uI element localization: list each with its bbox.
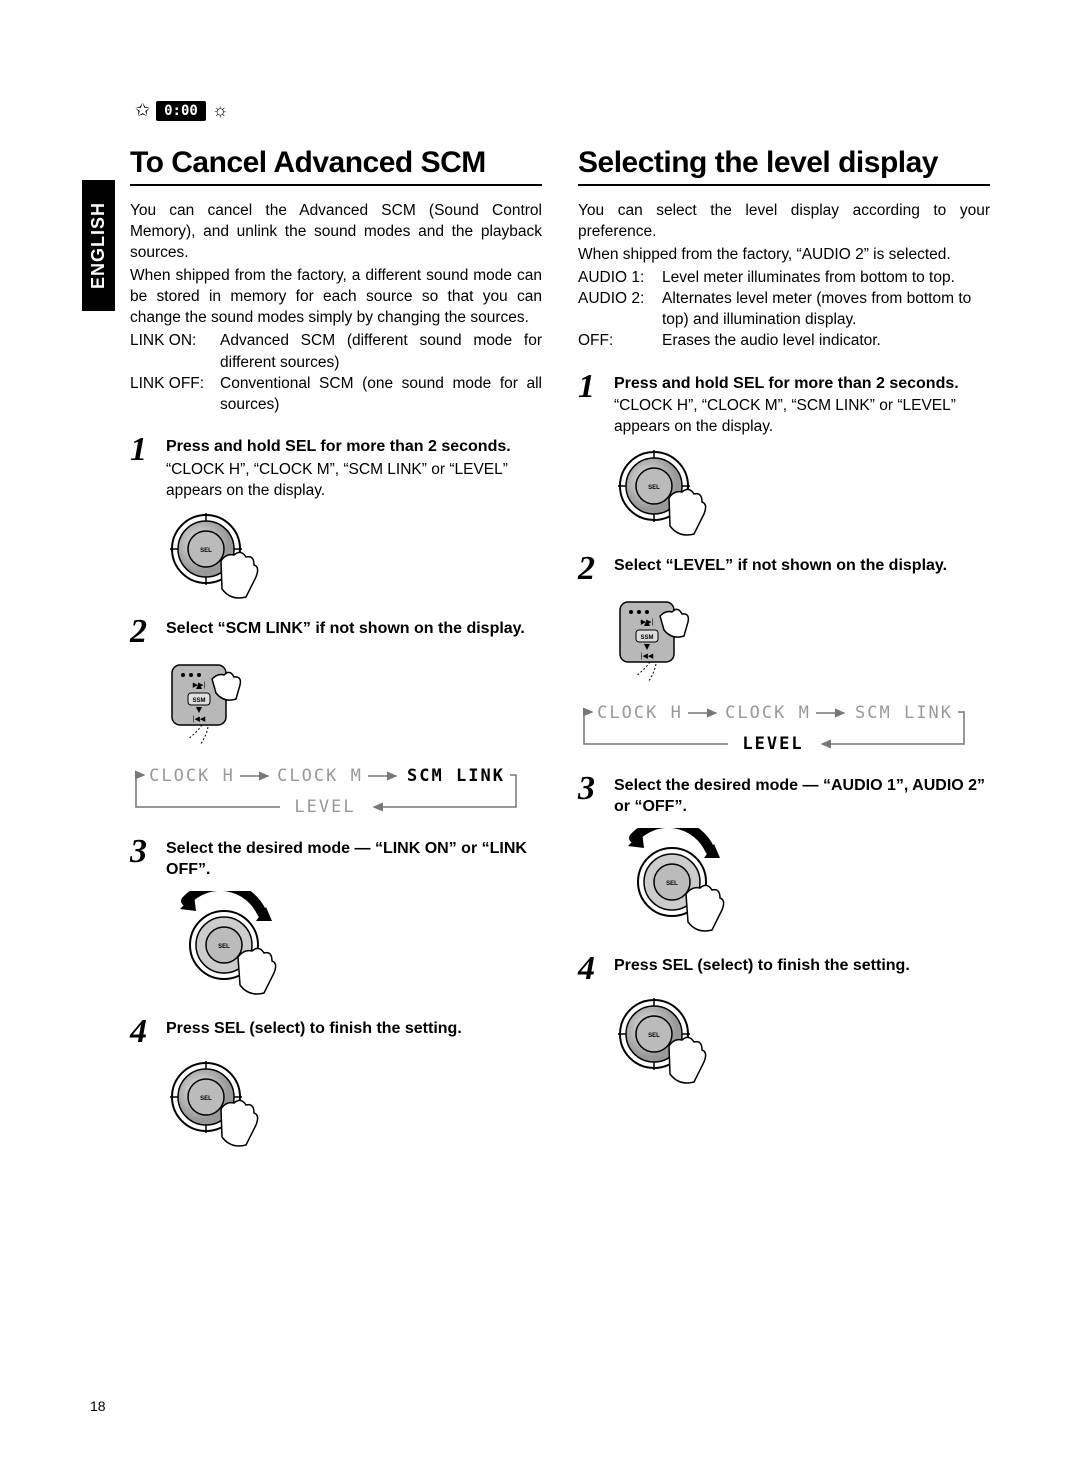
- step-graphic: SEL: [614, 448, 990, 538]
- svg-text:SEL: SEL: [648, 485, 660, 491]
- step: 2 Select “SCM LINK” if not shown on the d…: [130, 615, 542, 649]
- def-value: Advanced SCM (different sound mode for d…: [220, 330, 542, 372]
- step: 3Select the desired mode — “LINK ON” or …: [130, 835, 542, 881]
- page-number: 18: [90, 1398, 106, 1414]
- definition-row: LINK OFF:Conventional SCM (one sound mod…: [130, 373, 542, 415]
- step-graphic: SEL: [166, 1059, 542, 1149]
- sun-icon: ☼: [212, 100, 229, 121]
- step-title: Press and hold SEL for more than 2 secon…: [614, 374, 990, 395]
- svg-text:CLOCK M: CLOCK M: [277, 766, 363, 786]
- definition-list: AUDIO 1:Level meter illuminates from bot…: [578, 267, 990, 351]
- columns: To Cancel Advanced SCM You can cancel th…: [130, 146, 990, 1163]
- steps-list: 1 Press and hold SEL for more than 2 seco…: [130, 433, 542, 1149]
- def-value: Level meter illuminates from bottom to t…: [662, 267, 990, 288]
- def-key: AUDIO 2:: [578, 288, 662, 330]
- clock-badge: 0:00: [156, 101, 206, 121]
- step: 1 Press and hold SEL for more than 2 seco…: [578, 370, 990, 439]
- svg-text:SEL: SEL: [218, 944, 230, 950]
- svg-text:CLOCK M: CLOCK M: [725, 703, 811, 723]
- intro-text: When shipped from the factory, a differe…: [130, 265, 542, 328]
- step-number: 4: [578, 952, 604, 986]
- step-title: Press and hold SEL for more than 2 secon…: [166, 437, 542, 458]
- svg-text:|◀◀: |◀◀: [641, 653, 654, 660]
- step-title: Press SEL (select) to finish the setting…: [166, 1019, 542, 1040]
- step-title: Select “LEVEL” if not shown on the displ…: [614, 556, 990, 577]
- flow-diagram: CLOCK H CLOCK M SCM LINK LEVEL: [578, 700, 990, 758]
- svg-text:SCM LINK: SCM LINK: [407, 766, 505, 786]
- step-body: Press and hold SEL for more than 2 secon…: [614, 370, 990, 439]
- step-graphic: SEL: [166, 891, 542, 1001]
- step-graphic: ▶▶| SSM |◀◀: [166, 659, 542, 749]
- step-number: 1: [130, 433, 156, 502]
- svg-text:SEL: SEL: [666, 881, 678, 887]
- svg-text:SEL: SEL: [200, 1096, 212, 1102]
- svg-text:|◀◀: |◀◀: [193, 716, 206, 723]
- step-body: Select the desired mode — “AUDIO 1”, AUD…: [614, 772, 990, 818]
- step-number: 2: [578, 552, 604, 586]
- step-title: Press SEL (select) to finish the setting…: [614, 956, 990, 977]
- def-key: LINK OFF:: [130, 373, 220, 415]
- svg-text:SCM LINK: SCM LINK: [855, 703, 953, 723]
- intro-text: You can cancel the Advanced SCM (Sound C…: [130, 200, 542, 263]
- svg-text:SSM: SSM: [640, 635, 653, 641]
- intro-text: When shipped from the factory, “AUDIO 2”…: [578, 244, 990, 265]
- step-detail: “CLOCK H”, “CLOCK M”, “SCM LINK” or “LEV…: [166, 460, 542, 502]
- section-title: To Cancel Advanced SCM: [130, 146, 542, 186]
- step-body: Press SEL (select) to finish the setting…: [614, 952, 990, 986]
- def-value: Conventional SCM (one sound mode for all…: [220, 373, 542, 415]
- definition-list: LINK ON:Advanced SCM (different sound mo…: [130, 330, 542, 414]
- definition-row: AUDIO 2:Alternates level meter (moves fr…: [578, 288, 990, 330]
- flow-diagram: CLOCK H CLOCK M SCM LINK LEVEL: [130, 763, 542, 821]
- language-tab: ENGLISH: [82, 180, 115, 311]
- step-number: 4: [130, 1015, 156, 1049]
- svg-text:SSM: SSM: [192, 698, 205, 704]
- step-title: Select the desired mode — “LINK ON” or “…: [166, 839, 542, 881]
- step-body: Select “SCM LINK” if not shown on the di…: [166, 615, 542, 649]
- def-value: Erases the audio level indicator.: [662, 330, 990, 351]
- step: 2 Select “LEVEL” if not shown on the disp…: [578, 552, 990, 586]
- step: 4 Press SEL (select) to finish the settin…: [130, 1015, 542, 1049]
- def-key: LINK ON:: [130, 330, 220, 372]
- step-number: 2: [130, 615, 156, 649]
- step-body: Press SEL (select) to finish the setting…: [166, 1015, 542, 1049]
- step: 1 Press and hold SEL for more than 2 seco…: [130, 433, 542, 502]
- step-body: Select the desired mode — “LINK ON” or “…: [166, 835, 542, 881]
- svg-text:CLOCK H: CLOCK H: [597, 703, 683, 723]
- step-graphic: SEL: [166, 511, 542, 601]
- step-body: Press and hold SEL for more than 2 secon…: [166, 433, 542, 502]
- step-number: 3: [578, 772, 604, 818]
- star-icon: ✩: [135, 100, 150, 121]
- step-title: Select the desired mode — “AUDIO 1”, AUD…: [614, 776, 990, 818]
- step-number: 3: [130, 835, 156, 881]
- right-column: Selecting the level display You can sele…: [578, 146, 990, 1163]
- step-graphic: ▶▶| SSM |◀◀: [614, 596, 990, 686]
- section-title: Selecting the level display: [578, 146, 990, 186]
- step: 3Select the desired mode — “AUDIO 1”, AU…: [578, 772, 990, 818]
- steps-list: 1 Press and hold SEL for more than 2 seco…: [578, 370, 990, 1086]
- header-icons: ✩ 0:00 ☼: [135, 100, 228, 121]
- step-title: Select “SCM LINK” if not shown on the di…: [166, 619, 542, 640]
- definition-row: AUDIO 1:Level meter illuminates from bot…: [578, 267, 990, 288]
- definition-row: OFF:Erases the audio level indicator.: [578, 330, 990, 351]
- svg-text:CLOCK H: CLOCK H: [149, 766, 235, 786]
- def-key: OFF:: [578, 330, 662, 351]
- svg-text:SEL: SEL: [200, 548, 212, 554]
- svg-text:LEVEL: LEVEL: [742, 734, 803, 754]
- svg-text:SEL: SEL: [648, 1033, 660, 1039]
- step-detail: “CLOCK H”, “CLOCK M”, “SCM LINK” or “LEV…: [614, 396, 990, 438]
- intro-text: You can select the level display accordi…: [578, 200, 990, 242]
- step: 4 Press SEL (select) to finish the settin…: [578, 952, 990, 986]
- def-key: AUDIO 1:: [578, 267, 662, 288]
- step-body: Select “LEVEL” if not shown on the displ…: [614, 552, 990, 586]
- left-column: To Cancel Advanced SCM You can cancel th…: [130, 146, 542, 1163]
- definition-row: LINK ON:Advanced SCM (different sound mo…: [130, 330, 542, 372]
- step-graphic: SEL: [614, 996, 990, 1086]
- step-number: 1: [578, 370, 604, 439]
- svg-text:LEVEL: LEVEL: [294, 797, 355, 817]
- step-graphic: SEL: [614, 828, 990, 938]
- def-value: Alternates level meter (moves from botto…: [662, 288, 990, 330]
